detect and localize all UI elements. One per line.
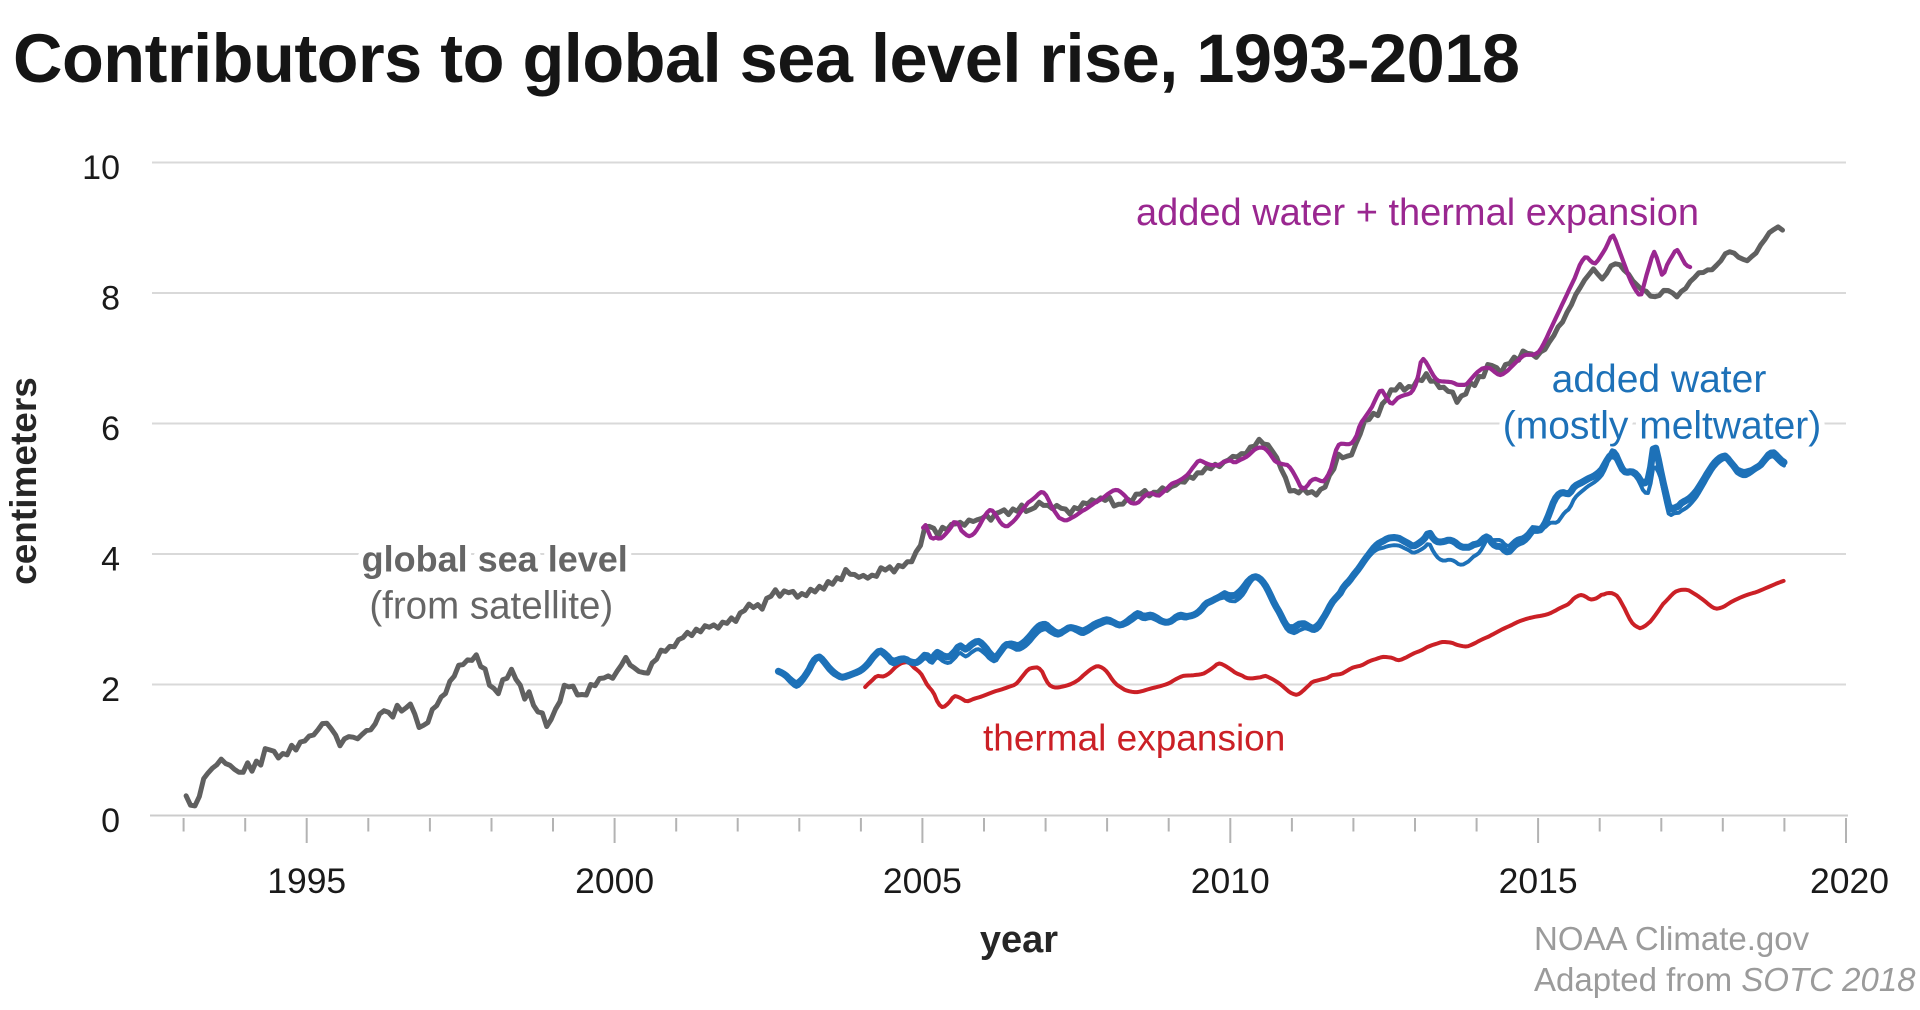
svg-text:global sea level: global sea level [362,538,628,579]
svg-text:1995: 1995 [267,861,346,901]
svg-text:year: year [980,919,1058,961]
svg-text:2005: 2005 [883,861,962,901]
svg-text:2010: 2010 [1191,861,1270,901]
svg-text:4: 4 [101,541,120,579]
svg-text:2: 2 [101,671,120,709]
svg-text:(mostly meltwater): (mostly meltwater) [1503,405,1822,448]
svg-text:Adapted from SOTC 2018: Adapted from SOTC 2018 [1534,961,1916,998]
svg-text:(from satellite): (from satellite) [369,585,613,628]
svg-text:NOAA Climate.gov: NOAA Climate.gov [1534,920,1810,957]
svg-text:added water + thermal expansio: added water + thermal expansion [1136,192,1699,234]
svg-text:2015: 2015 [1499,861,1578,901]
svg-text:6: 6 [101,410,120,448]
svg-text:Contributors to global sea lev: Contributors to global sea level rise, 1… [13,20,1519,97]
svg-text:2000: 2000 [575,861,654,901]
svg-text:2020: 2020 [1810,861,1889,901]
svg-text:thermal expansion: thermal expansion [983,718,1285,759]
svg-text:10: 10 [82,149,120,187]
svg-text:8: 8 [101,280,120,318]
svg-text:0: 0 [101,802,120,840]
svg-text:added water: added water [1552,358,1767,401]
svg-text:centimeters: centimeters [3,377,44,585]
